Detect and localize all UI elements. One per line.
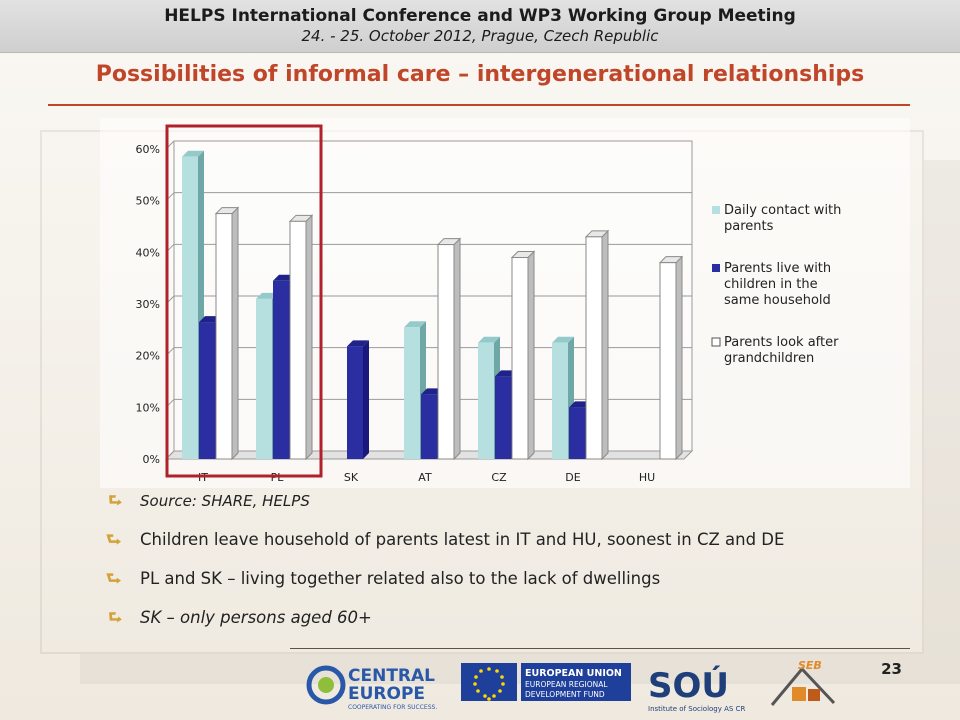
conference-title: HELPS International Conference and WP3 W… xyxy=(164,6,796,26)
y-tick-label: 60% xyxy=(136,143,160,156)
svg-text:EUROPE: EUROPE xyxy=(348,684,425,704)
x-tick-label: AT xyxy=(418,471,432,484)
y-tick-label: 20% xyxy=(136,350,160,363)
bullet-list: ⮑ Source: SHARE, HELPS ⮑ Children leave … xyxy=(106,488,926,644)
svg-text:EUROPEAN REGIONAL: EUROPEAN REGIONAL xyxy=(525,680,608,689)
bar-side xyxy=(675,255,683,461)
legend-label: Parents live with children in the same hou… xyxy=(724,261,831,308)
x-tick-label: CZ xyxy=(491,471,507,484)
legend-label: Daily contact with parents xyxy=(724,203,841,234)
bullet-text: SK – only persons aged 60+ xyxy=(140,608,372,627)
bar xyxy=(199,322,215,459)
bar-top xyxy=(404,321,426,328)
bar xyxy=(215,213,233,460)
eu-erdf-logo: EUROPEAN UNION EUROPEAN REGIONAL DEVELOP… xyxy=(461,663,631,701)
bullet-item: ⮑ SK – only persons aged 60+ xyxy=(106,605,926,644)
bar xyxy=(478,342,494,459)
bar-top xyxy=(256,292,278,299)
page-number: 23 xyxy=(881,660,902,678)
x-tick-label: SK xyxy=(344,471,359,484)
central-europe-logo: CENTRAL EUROPE COOPERATING FOR SUCCESS. xyxy=(306,665,437,711)
legend-swatch xyxy=(712,206,720,214)
svg-text:COOPERATING FOR SUCCESS.: COOPERATING FOR SUCCESS. xyxy=(348,704,437,711)
bar xyxy=(256,298,272,459)
svg-text:Institute of Sociology AS CR: Institute of Sociology AS CR xyxy=(648,705,745,713)
conference-header: HELPS International Conference and WP3 W… xyxy=(0,0,960,53)
bar-side xyxy=(453,237,461,461)
bar xyxy=(347,346,363,459)
bar xyxy=(421,394,437,459)
legend-swatch xyxy=(711,337,721,347)
bar xyxy=(511,257,529,460)
bar xyxy=(585,236,603,460)
seb-logo: SEB xyxy=(770,659,836,706)
bullet-arrow-icon: ⮑ xyxy=(106,569,122,589)
legend-label: Parents look after grandchildren xyxy=(724,335,839,366)
footer-divider xyxy=(290,648,910,649)
legend-swatch xyxy=(712,264,720,272)
bar xyxy=(182,156,198,459)
x-tick-label: DE xyxy=(565,471,580,484)
bar-side xyxy=(305,214,313,461)
svg-text:CENTRAL: CENTRAL xyxy=(348,666,435,686)
bar-top xyxy=(478,336,500,343)
svg-text:SOÚ: SOÚ xyxy=(648,665,729,706)
highlight-box xyxy=(165,124,323,478)
svg-text:SEB: SEB xyxy=(798,659,822,672)
chart-canvas: 0%10%20%30%40%50%60%IT PL SK AT CZ DE HUDaily … xyxy=(100,118,910,488)
bullet-item: ⮑ Children leave household of parents la… xyxy=(106,527,926,566)
bullet-text: PL and SK – living together related also… xyxy=(140,569,661,588)
sou-logo: SOÚ Institute of Sociology AS CR xyxy=(648,665,745,713)
bar-side xyxy=(601,229,609,461)
bullet-arrow-icon: ⮑ xyxy=(106,608,122,628)
title-divider xyxy=(48,104,910,106)
x-tick-label: HU xyxy=(639,471,655,484)
bar-top xyxy=(182,150,204,157)
y-tick-label: 50% xyxy=(136,195,160,208)
bar-side xyxy=(231,206,239,461)
slide-title: Possibilities of informal care – interge… xyxy=(95,62,865,87)
bullet-arrow-icon: ⮑ xyxy=(106,530,122,550)
bar xyxy=(552,342,568,459)
bullet-text: Source: SHARE, HELPS xyxy=(140,492,310,510)
bar xyxy=(659,262,677,460)
conference-date-place: 24. - 25. October 2012, Prague, Czech Re… xyxy=(301,27,659,45)
y-tick-label: 10% xyxy=(136,401,160,414)
bar xyxy=(569,407,585,459)
bullet-item: ⮑ PL and SK – living together related al… xyxy=(106,566,926,605)
bar-chart: 0% 10% 20% 30% 40% 50% 60% IT PL SK AT CZ DE HU Daily … xyxy=(100,118,910,488)
bar-top xyxy=(347,340,369,347)
bar xyxy=(495,376,511,459)
y-tick-label: 40% xyxy=(136,246,160,259)
bullet-text: Children leave household of parents late… xyxy=(140,530,785,549)
bullet-arrow-icon: ⮑ xyxy=(106,491,122,511)
bar xyxy=(273,280,289,459)
bar xyxy=(404,327,420,459)
bar xyxy=(437,244,455,460)
bar-top xyxy=(552,336,574,343)
y-tick-label: 30% xyxy=(136,298,160,311)
svg-text:DEVELOPMENT FUND: DEVELOPMENT FUND xyxy=(525,690,605,699)
bar-side xyxy=(527,250,535,461)
y-tick-label: 0% xyxy=(143,453,160,466)
bar-side xyxy=(363,340,369,459)
svg-text:EUROPEAN UNION: EUROPEAN UNION xyxy=(525,668,622,679)
bar xyxy=(289,220,307,460)
bullet-item: ⮑ Source: SHARE, HELPS xyxy=(106,488,926,527)
